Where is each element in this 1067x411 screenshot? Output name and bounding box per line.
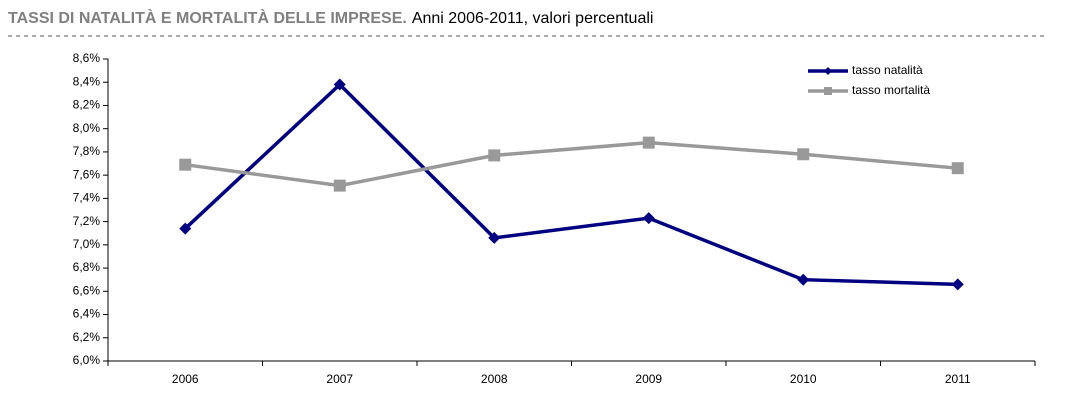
x-tick-label: 2006 [172, 372, 199, 386]
data-point [333, 179, 346, 192]
x-tick-label: 2009 [635, 372, 662, 386]
data-point [797, 148, 810, 161]
chart-subtitle: Anni 2006-2011, valori percentuali [412, 10, 654, 27]
y-tick-label: 6,8% [73, 260, 101, 274]
series-line [185, 140, 958, 188]
x-tick-label: 2011 [945, 372, 971, 386]
data-point [642, 136, 655, 149]
series-line [184, 82, 958, 287]
y-tick-label: 7,0% [73, 237, 101, 251]
y-tick-label: 8,6% [73, 51, 101, 65]
data-point [488, 149, 501, 162]
legend-marker [824, 67, 832, 75]
y-tick-label: 7,6% [73, 167, 101, 181]
y-tick-label: 6,2% [73, 330, 101, 344]
chart-title: TASSI DI NATALITÀ E MORTALITÀ DELLE IMPR… [8, 8, 407, 27]
data-point [951, 278, 964, 291]
x-tick-label: 2008 [481, 372, 508, 386]
x-tick-label: 2007 [326, 372, 353, 386]
y-tick-label: 8,4% [73, 74, 101, 88]
legend-label: tasso natalità [852, 63, 923, 77]
y-tick-label: 7,4% [73, 191, 101, 205]
data-point [642, 212, 655, 225]
data-point [333, 78, 346, 91]
y-tick-label: 8,2% [73, 98, 101, 112]
y-tick-label: 7,8% [73, 144, 101, 158]
data-point [179, 222, 192, 235]
y-tick-label: 6,0% [73, 353, 101, 367]
x-tick-label: 2010 [790, 372, 817, 386]
y-tick-label: 8,0% [73, 121, 101, 135]
y-tick-label: 6,4% [73, 307, 101, 321]
y-tick-label: 7,2% [73, 214, 101, 228]
y-tick-label: 6,6% [73, 283, 101, 297]
data-point [488, 231, 501, 244]
data-point [179, 158, 192, 171]
legend-marker [824, 87, 832, 95]
data-point [951, 162, 964, 175]
legend-label: tasso mortalità [852, 83, 930, 97]
data-point [797, 273, 810, 286]
